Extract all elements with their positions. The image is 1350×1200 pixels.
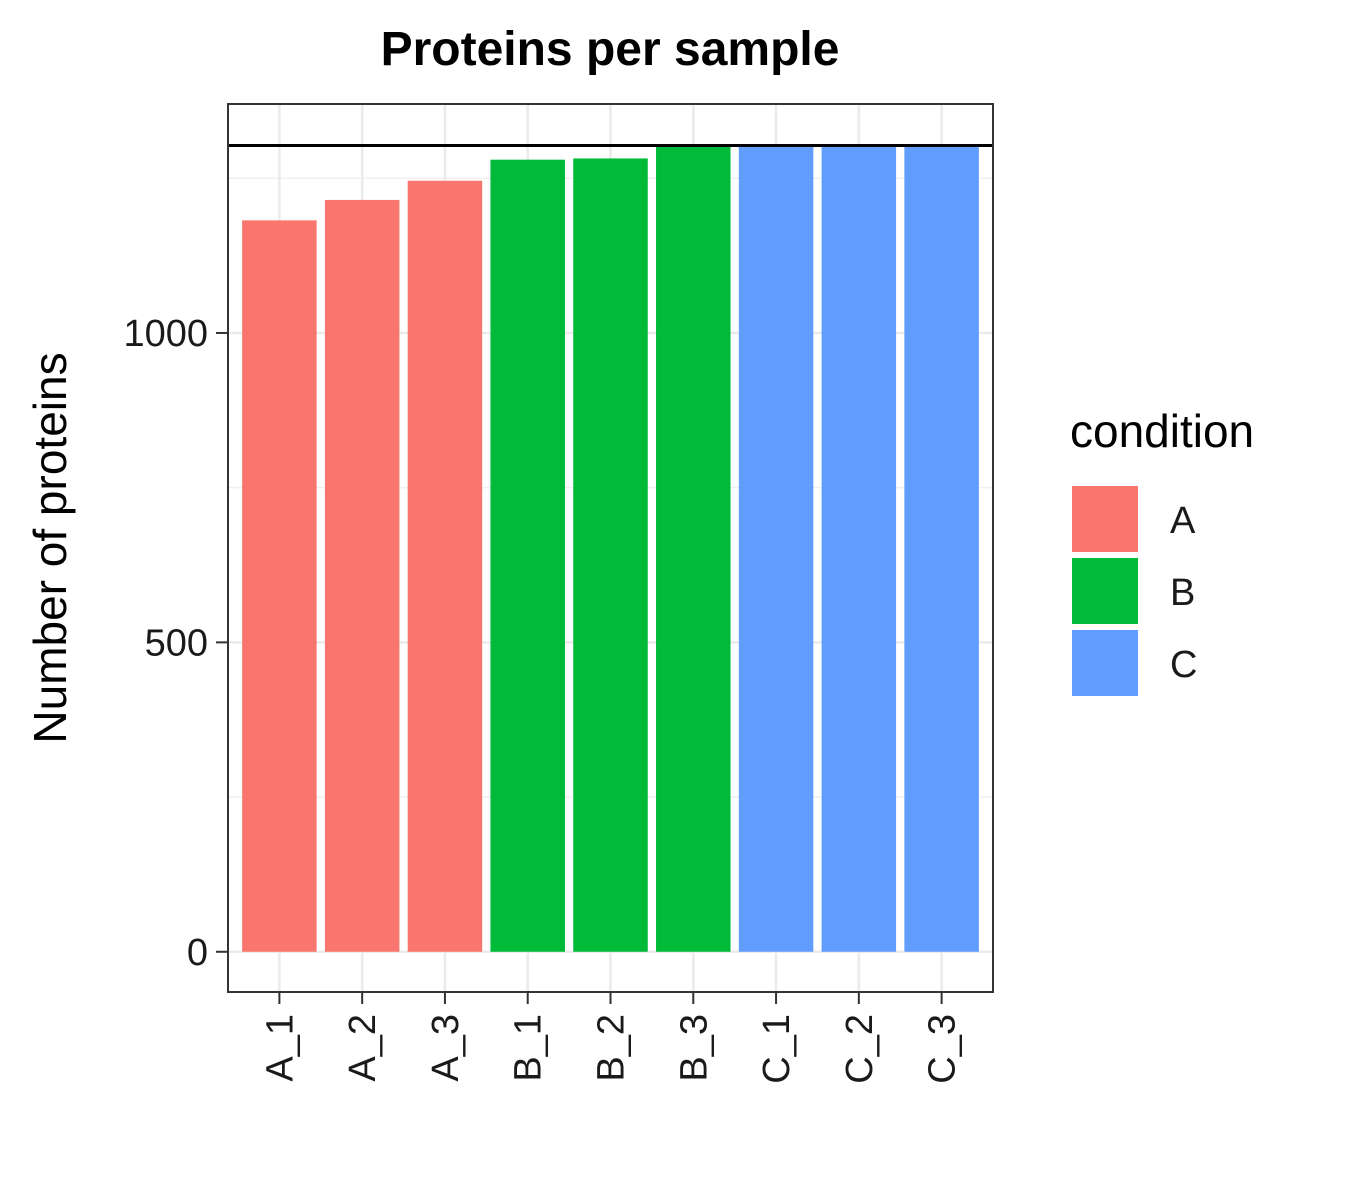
x-tick-label: A_3 <box>425 1014 467 1082</box>
bar-C_2 <box>821 145 897 952</box>
legend-label-A: A <box>1170 500 1196 542</box>
bar-B_3 <box>656 145 731 952</box>
chart-title: Proteins per sample <box>381 23 840 76</box>
x-tick-label: C_1 <box>756 1014 798 1084</box>
x-tick-label: A_2 <box>342 1014 384 1082</box>
bar-C_3 <box>904 145 979 952</box>
legend-key-B <box>1072 558 1138 624</box>
legend-title: condition <box>1070 405 1254 457</box>
bar-B_2 <box>573 158 648 952</box>
y-axis-title: Number of proteins <box>24 352 76 743</box>
x-tick-label: A_1 <box>259 1014 301 1082</box>
y-tick-label: 1000 <box>123 313 208 355</box>
bar-A_3 <box>407 180 483 952</box>
x-axis: A_1 A_2 A_3 B_1 B_2 B_3 C_1 C_2 C_3 <box>259 992 964 1084</box>
x-tick-label: B_3 <box>673 1014 715 1082</box>
bar-C_1 <box>738 145 814 952</box>
y-axis: 0 500 1000 <box>123 313 228 974</box>
y-tick-label: 0 <box>187 932 208 974</box>
bar-A_2 <box>324 199 400 952</box>
x-tick-label: C_3 <box>922 1014 964 1084</box>
x-tick-label: B_2 <box>591 1014 633 1082</box>
legend-key-A <box>1072 486 1138 552</box>
bar-A_1 <box>242 220 317 952</box>
legend: condition ABC <box>1070 405 1254 696</box>
x-tick-label: C_2 <box>839 1014 881 1084</box>
x-tick-label: B_1 <box>508 1014 550 1082</box>
bars-group <box>242 145 979 952</box>
y-tick-label: 500 <box>145 622 208 664</box>
legend-label-B: B <box>1170 572 1195 614</box>
bar-B_1 <box>490 159 565 952</box>
legend-key-C <box>1072 630 1138 696</box>
legend-label-C: C <box>1170 644 1197 686</box>
